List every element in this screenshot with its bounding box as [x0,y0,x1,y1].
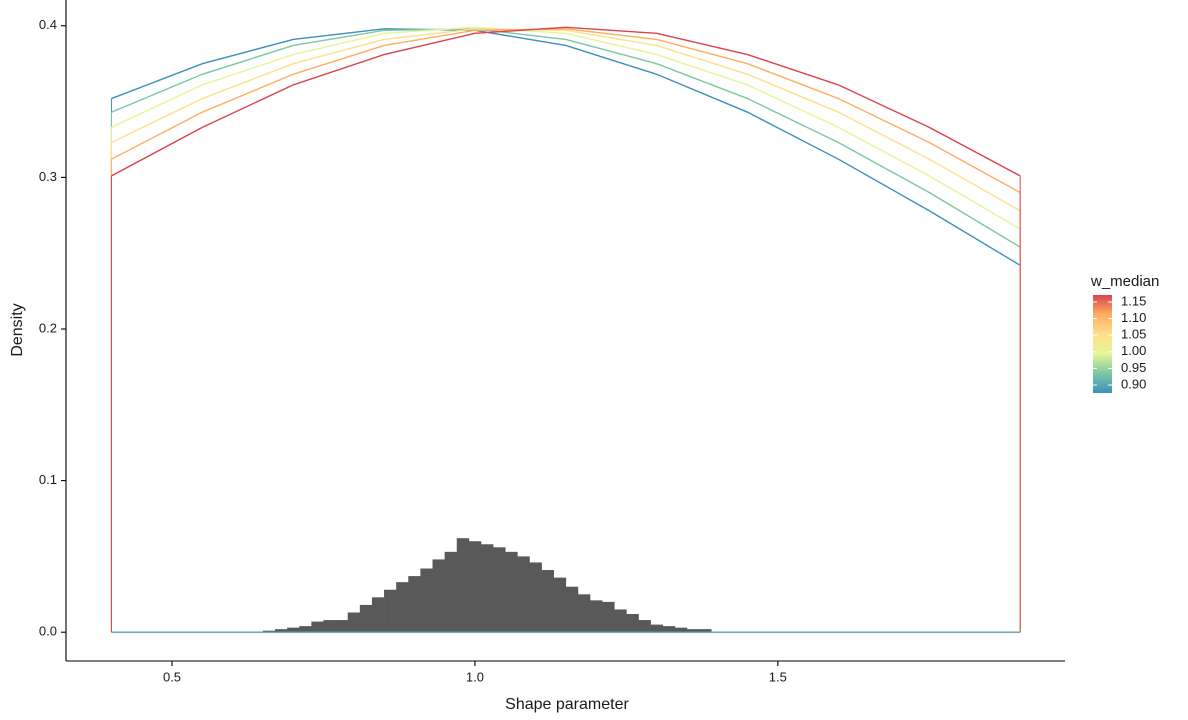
histogram-bar [408,576,421,633]
colorbar-label: 0.90 [1121,376,1146,391]
x-tick-label: 1.0 [466,669,484,684]
histogram-bar [590,600,603,633]
histogram-bar [626,614,639,633]
histogram-bar [323,620,336,633]
colorbar [1093,295,1112,393]
density-curve [111,26,1021,177]
colorbar-label: 1.15 [1121,293,1146,308]
density-curve [111,26,1021,230]
histogram-bar [674,627,688,633]
colorbar-label: 1.05 [1121,327,1146,342]
y-tick-label: 0.1 [39,472,57,487]
histogram-bar [371,597,385,633]
histogram-bar [456,538,470,633]
colorbar-label: 1.00 [1121,343,1146,358]
histogram-bar [384,589,397,633]
histogram-bar [311,621,324,633]
histogram-bar [359,604,373,633]
histogram-bar [468,541,482,633]
histogram-bar [565,586,579,633]
density-curve [111,28,1021,266]
histogram-bar [638,620,651,633]
y-tick-label: 0.2 [39,320,57,335]
density-curve [111,28,1021,248]
histogram-bar [335,620,349,633]
histogram-bar [577,594,591,633]
histogram-bar [420,568,433,633]
histogram-bar [299,626,312,633]
histogram-bar [602,601,615,633]
x-tick-label: 0.5 [163,669,181,684]
histogram-bar [541,570,554,633]
histogram-bar [662,626,676,633]
histogram-bar [480,544,494,633]
y-tick-label: 0.3 [39,169,57,184]
histogram-bar [262,630,276,633]
histogram-bar [650,624,664,633]
histogram-bar [553,577,567,633]
histogram-bar [275,629,288,633]
x-tick-label: 1.5 [769,669,787,684]
histogram-bar [287,627,300,633]
colorbar-label: 0.95 [1121,360,1146,375]
y-tick-label: 0.4 [39,17,57,32]
histogram-bar [686,629,700,633]
legend-title: w_median [1090,273,1159,290]
histogram-bar [432,559,445,633]
histogram-bar [444,551,458,633]
histogram-bar [614,609,627,633]
colorbar-label: 1.10 [1121,310,1146,325]
histogram-bar [517,556,530,633]
histogram-bar [699,629,712,633]
histogram-bar [396,582,409,633]
y-tick-label: 0.0 [39,624,57,639]
density-curve [111,28,1021,212]
histogram-bar [347,612,361,633]
y-axis-title: Density [9,303,26,356]
histogram-bar [529,562,542,633]
x-axis-title: Shape parameter [505,696,629,713]
histogram-bar [493,547,506,633]
histogram-bar [505,551,518,633]
density-curve [111,28,1021,194]
